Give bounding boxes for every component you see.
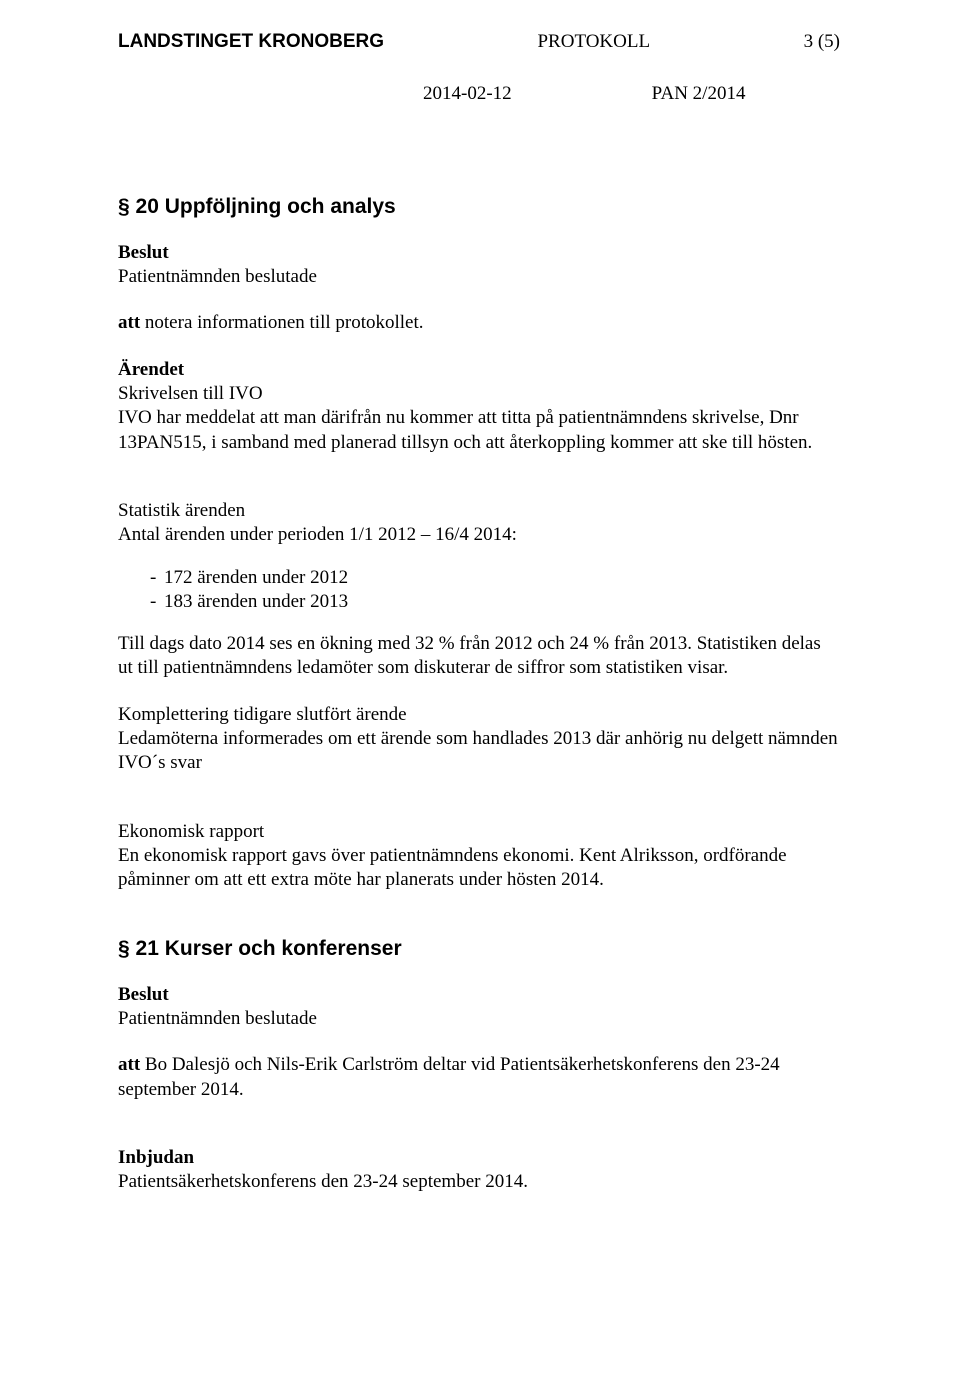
beslut-line-21: Patientnämnden beslutade xyxy=(118,1007,840,1031)
att-line-21: att Bo Dalesjö och Nils-Erik Carlström d… xyxy=(118,1053,840,1102)
beslut-label: Beslut xyxy=(118,241,840,265)
header-date: 2014-02-12 xyxy=(423,83,512,105)
inbjudan-block: Inbjudan Patientsäkerhetskonferens den 2… xyxy=(118,1146,840,1195)
beslut-block: Beslut Patientnämnden beslutade xyxy=(118,241,840,290)
list-text: 183 ärenden under 2013 xyxy=(164,590,348,614)
att-rest-21: Bo Dalesjö och Nils-Erik Carlström delta… xyxy=(118,1054,780,1099)
header-row: LANDSTINGET KRONOBERG PROTOKOLL 3 (5) xyxy=(118,30,840,55)
inb-body: Patientsäkerhetskonferens den 23-24 sept… xyxy=(118,1170,840,1194)
komplettering-block: Komplettering tidigare slutfört ärende L… xyxy=(118,703,840,776)
stat-body: Till dags dato 2014 ses en ökning med 32… xyxy=(118,632,840,681)
inb-label: Inbjudan xyxy=(118,1146,840,1170)
list-item: - 172 ärenden under 2012 xyxy=(118,566,840,590)
statistik-block: Statistik ärenden Antal ärenden under pe… xyxy=(118,499,840,681)
dash-icon: - xyxy=(118,590,164,614)
beslut-block-21: Beslut Patientnämnden beslutade xyxy=(118,983,840,1032)
stat-label: Statistik ärenden xyxy=(118,499,840,523)
komp-label: Komplettering tidigare slutfört ärende xyxy=(118,703,840,727)
dash-icon: - xyxy=(118,566,164,590)
header-ref: PAN 2/2014 xyxy=(652,83,746,105)
list-text: 172 ärenden under 2012 xyxy=(164,566,348,590)
beslut-label-21: Beslut xyxy=(118,983,840,1007)
document-page: LANDSTINGET KRONOBERG PROTOKOLL 3 (5) 20… xyxy=(0,0,960,1384)
beslut-line: Patientnämnden beslutade xyxy=(118,265,840,289)
header-subrow: 2014-02-12 PAN 2/2014 xyxy=(118,83,840,105)
att-label: att xyxy=(118,312,140,333)
document-body: § 20 Uppföljning och analys Beslut Patie… xyxy=(118,195,840,1195)
eko-label: Ekonomisk rapport xyxy=(118,820,840,844)
list-item: - 183 ärenden under 2013 xyxy=(118,590,840,614)
page-number: 3 (5) xyxy=(804,30,840,55)
eko-body: En ekonomisk rapport gavs över patientnä… xyxy=(118,844,840,893)
arendet-block: Ärendet Skrivelsen till IVO IVO har medd… xyxy=(118,358,840,455)
ivo-body: IVO har meddelat att man därifrån nu kom… xyxy=(118,406,840,455)
stat-intro: Antal ärenden under perioden 1/1 2012 – … xyxy=(118,523,840,547)
ivo-line1: Skrivelsen till IVO xyxy=(118,382,840,406)
att-line: att notera informationen till protokolle… xyxy=(118,311,840,335)
att-rest: notera informationen till protokollet. xyxy=(140,312,423,333)
att-label-21: att xyxy=(118,1054,140,1075)
komp-body: Ledamöterna informerades om ett ärende s… xyxy=(118,727,840,776)
doc-type: PROTOKOLL xyxy=(537,30,650,55)
section-21-title: § 21 Kurser och konferenser xyxy=(118,937,840,961)
att-block-21: att Bo Dalesjö och Nils-Erik Carlström d… xyxy=(118,1053,840,1102)
ekonomi-block: Ekonomisk rapport En ekonomisk rapport g… xyxy=(118,820,840,893)
stat-list: - 172 ärenden under 2012 - 183 ärenden u… xyxy=(118,566,840,615)
arendet-label: Ärendet xyxy=(118,358,840,382)
org-name: LANDSTINGET KRONOBERG xyxy=(118,30,384,55)
att-block: att notera informationen till protokolle… xyxy=(118,311,840,335)
section-20-title: § 20 Uppföljning och analys xyxy=(118,195,840,219)
